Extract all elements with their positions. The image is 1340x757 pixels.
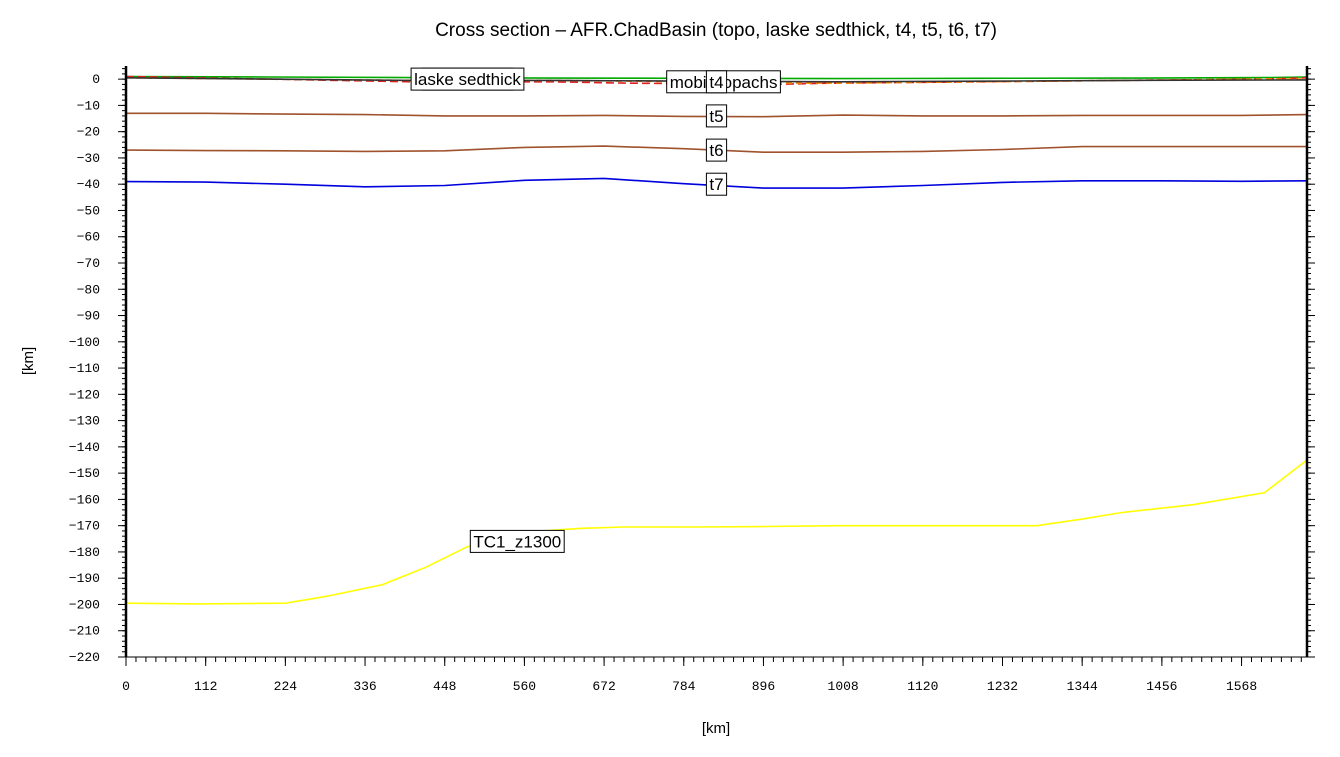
x-tick-label: 112 bbox=[194, 679, 217, 694]
y-tick-label: −10 bbox=[77, 98, 100, 113]
series-label-box bbox=[410, 67, 525, 91]
series-label-t5: t5 bbox=[705, 104, 728, 128]
y-tick-label: −110 bbox=[69, 361, 100, 376]
x-tick-label: 1568 bbox=[1226, 679, 1257, 694]
y-tick-label: −200 bbox=[69, 597, 100, 612]
series-label-box bbox=[469, 529, 565, 553]
plot-frame bbox=[124, 66, 1309, 658]
series-label-t4: t4 bbox=[705, 70, 728, 94]
chart-title: Cross section – AFR.ChadBasin (topo, las… bbox=[435, 20, 997, 41]
y-tick-label: −120 bbox=[69, 387, 100, 402]
series-label-t7: t7 bbox=[705, 172, 728, 196]
y-tick-label: −150 bbox=[69, 466, 100, 481]
y-tick-label: −180 bbox=[69, 545, 100, 560]
x-tick-label: 448 bbox=[433, 679, 456, 694]
y-tick-label: 0 bbox=[92, 72, 100, 87]
x-tick-label: 560 bbox=[513, 679, 536, 694]
y-tick-label: −20 bbox=[77, 125, 100, 140]
y-tick-label: −100 bbox=[69, 335, 100, 350]
axis-ticks: 0 −10 −20 −30 −40 −50 −60 −70 −80 −90 −100 −110 −120… bbox=[69, 68, 1315, 694]
x-tick-label: 1120 bbox=[907, 679, 938, 694]
series-line-tc1-z1300 bbox=[125, 459, 1308, 605]
y-axis-label: [km] bbox=[20, 347, 37, 375]
y-tick-label: −220 bbox=[69, 650, 100, 665]
series-label-text: t6 bbox=[709, 141, 723, 160]
y-tick-label: −80 bbox=[77, 282, 100, 297]
x-axis-label: [km] bbox=[702, 720, 730, 737]
y-tick-label: −60 bbox=[77, 230, 100, 245]
y-tick-label: −190 bbox=[69, 571, 100, 586]
series-label-t6: t6 bbox=[705, 138, 728, 162]
y-tick-label: −210 bbox=[69, 624, 100, 639]
x-tick-label: 784 bbox=[672, 679, 696, 694]
x-tick-label: 224 bbox=[274, 679, 298, 694]
x-tick-label: 1008 bbox=[828, 679, 859, 694]
series-label-box bbox=[705, 104, 728, 128]
x-tick-label: 1232 bbox=[987, 679, 1018, 694]
x-tick-label: 672 bbox=[592, 679, 615, 694]
series-label-text: t7 bbox=[709, 175, 723, 194]
x-tick-label: 1456 bbox=[1146, 679, 1177, 694]
x-tick-label: 0 bbox=[122, 679, 130, 694]
series-label-text: t4 bbox=[709, 73, 723, 92]
y-tick-label: −50 bbox=[77, 203, 100, 218]
y-tick-label: −130 bbox=[69, 414, 100, 429]
series-label-box bbox=[705, 138, 728, 162]
x-tick-label: 1344 bbox=[1067, 679, 1098, 694]
series-label-tc1-z1300: TC1_z1300 bbox=[469, 529, 565, 553]
y-tick-label: −170 bbox=[69, 519, 100, 534]
y-tick-label: −40 bbox=[77, 177, 100, 192]
x-tick-label: 336 bbox=[353, 679, 376, 694]
y-tick-label: −140 bbox=[69, 440, 100, 455]
series-label-box bbox=[705, 172, 728, 196]
y-tick-label: −160 bbox=[69, 492, 100, 507]
series-labels: topographylaske sedthickmobilisopachst4t… bbox=[410, 67, 781, 553]
series-label-box bbox=[705, 70, 728, 94]
y-tick-label: −70 bbox=[77, 256, 100, 271]
series-label-laske-sedthick: laske sedthick bbox=[410, 67, 525, 91]
y-tick-label: −30 bbox=[77, 151, 100, 166]
x-tick-label: 896 bbox=[752, 679, 775, 694]
series-label-text: laske sedthick bbox=[414, 70, 521, 89]
y-tick-label: −90 bbox=[77, 309, 100, 324]
series-label-text: t5 bbox=[709, 107, 723, 126]
series-label-text: TC1_z1300 bbox=[473, 532, 561, 551]
